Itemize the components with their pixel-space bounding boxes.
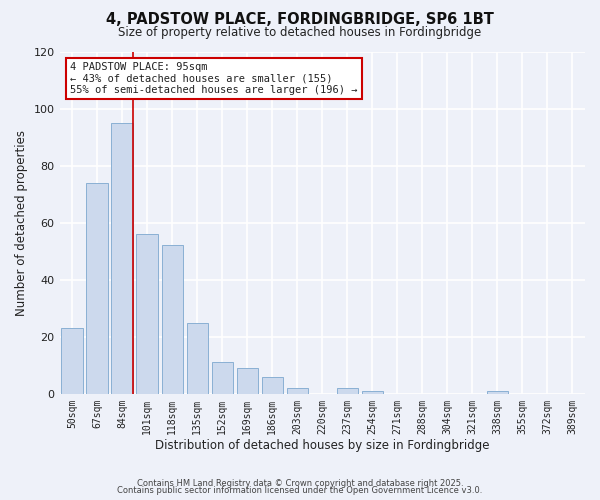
Bar	[287, 388, 308, 394]
Bar	[236, 368, 258, 394]
Y-axis label: Number of detached properties: Number of detached properties	[15, 130, 28, 316]
Text: 4 PADSTOW PLACE: 95sqm
← 43% of detached houses are smaller (155)
55% of semi-de: 4 PADSTOW PLACE: 95sqm ← 43% of detached…	[70, 62, 358, 95]
Bar	[187, 322, 208, 394]
X-axis label: Distribution of detached houses by size in Fordingbridge: Distribution of detached houses by size …	[155, 440, 490, 452]
Text: 4, PADSTOW PLACE, FORDINGBRIDGE, SP6 1BT: 4, PADSTOW PLACE, FORDINGBRIDGE, SP6 1BT	[106, 12, 494, 28]
Text: Size of property relative to detached houses in Fordingbridge: Size of property relative to detached ho…	[118, 26, 482, 39]
Bar	[337, 388, 358, 394]
Bar	[112, 123, 133, 394]
Text: Contains public sector information licensed under the Open Government Licence v3: Contains public sector information licen…	[118, 486, 482, 495]
Bar	[262, 376, 283, 394]
Bar	[161, 246, 183, 394]
Text: Contains HM Land Registry data © Crown copyright and database right 2025.: Contains HM Land Registry data © Crown c…	[137, 478, 463, 488]
Bar	[61, 328, 83, 394]
Bar	[212, 362, 233, 394]
Bar	[362, 391, 383, 394]
Bar	[487, 391, 508, 394]
Bar	[136, 234, 158, 394]
Bar	[86, 182, 108, 394]
